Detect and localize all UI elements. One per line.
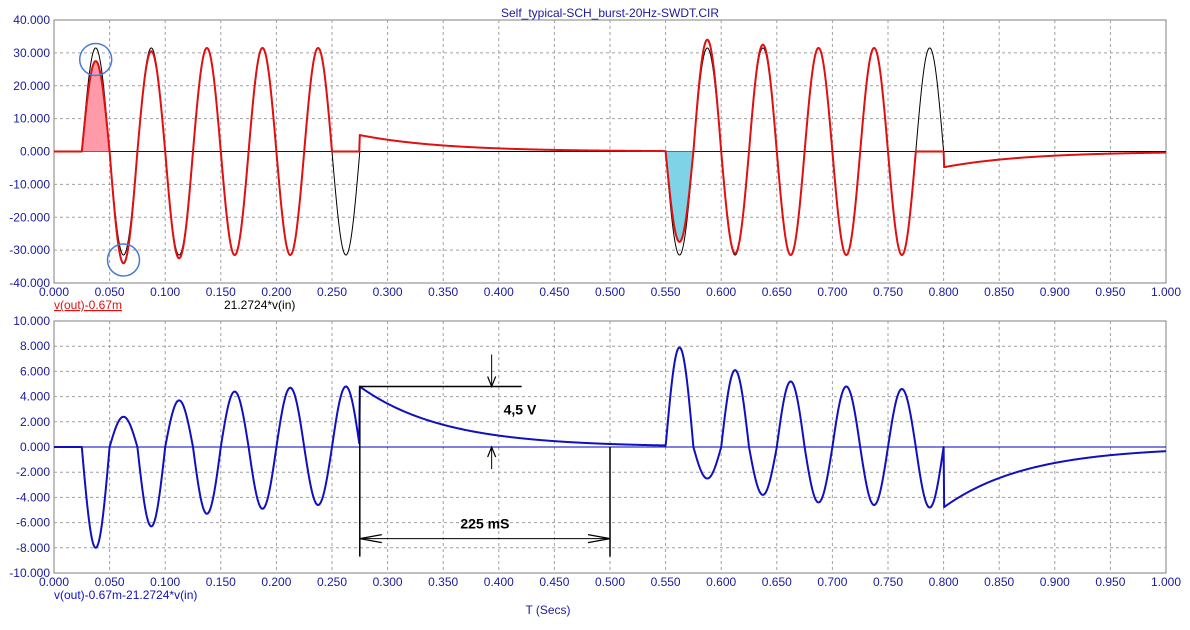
x-tick-label: 0.950 bbox=[1095, 575, 1125, 589]
x-tick-label: 0.600 bbox=[706, 575, 736, 589]
x-tick-label: 0.900 bbox=[1040, 575, 1070, 589]
plot-title: Self_typical-SCH_burst-20Hz-SWDT.CIR bbox=[501, 6, 719, 20]
x-tick-label: 0.800 bbox=[929, 285, 959, 299]
y-tick-label: 4.000 bbox=[20, 390, 50, 404]
x-tick-label: 0.000 bbox=[39, 285, 69, 299]
x-tick-label: 0.550 bbox=[651, 575, 681, 589]
dimension-arrow bbox=[487, 376, 497, 389]
x-tick-label: 0.450 bbox=[539, 575, 569, 589]
x-tick-label: 0.500 bbox=[595, 575, 625, 589]
y-tick-label: 0.000 bbox=[20, 440, 50, 454]
x-tick-label: 0.250 bbox=[317, 575, 347, 589]
x-tick-label: 0.150 bbox=[206, 575, 236, 589]
y-tick-label: -40.000 bbox=[9, 276, 50, 290]
y-tick-label: -8.000 bbox=[16, 541, 50, 555]
x-tick-label: 0.900 bbox=[1040, 285, 1070, 299]
x-tick-label: 0.800 bbox=[929, 575, 959, 589]
x-tick-label: 0.250 bbox=[317, 285, 347, 299]
y-tick-label: 30.000 bbox=[13, 46, 50, 60]
y-tick-label: -30.000 bbox=[9, 243, 50, 257]
x-tick-label: 0.850 bbox=[984, 575, 1014, 589]
x-tick-label: 0.050 bbox=[95, 285, 125, 299]
y-tick-label: 10.000 bbox=[13, 314, 50, 328]
x-tick-label: 0.100 bbox=[150, 575, 180, 589]
x-axis-title: T (Secs) bbox=[525, 603, 570, 617]
x-tick-label: 0.000 bbox=[39, 575, 69, 589]
shaded-region bbox=[665, 151, 694, 242]
x-tick-label: 0.150 bbox=[206, 285, 236, 299]
legend-entry: 21.2724*v(in) bbox=[224, 298, 295, 312]
legend-entry: v(out)-0.67m-21.2724*v(in) bbox=[54, 588, 197, 602]
x-tick-label: 1.000 bbox=[1151, 285, 1181, 299]
dimension-arrow bbox=[359, 534, 382, 544]
x-tick-label: 0.400 bbox=[484, 285, 514, 299]
bottom-panel: 0.000 0.050 0.100 0.150 0.200 0.250 0.300 0.350… bbox=[9, 314, 1181, 602]
y-tick-label: 20.000 bbox=[13, 79, 50, 93]
x-tick-label: 0.600 bbox=[706, 285, 736, 299]
x-tick-label: 0.050 bbox=[95, 575, 125, 589]
x-tick-label: 0.650 bbox=[762, 575, 792, 589]
y-tick-label: 8.000 bbox=[20, 339, 50, 353]
shaded-region bbox=[81, 61, 110, 152]
x-tick-label: 0.750 bbox=[873, 285, 903, 299]
x-tick-label: 0.200 bbox=[261, 575, 291, 589]
amplitude-annotation: 4,5 V bbox=[504, 402, 537, 418]
x-tick-label: 0.350 bbox=[428, 285, 458, 299]
x-tick-label: 0.950 bbox=[1095, 285, 1125, 299]
x-tick-label: 0.400 bbox=[484, 575, 514, 589]
x-tick-label: 0.200 bbox=[261, 285, 291, 299]
x-tick-label: 0.700 bbox=[817, 575, 847, 589]
y-tick-label: 10.000 bbox=[13, 112, 50, 126]
x-tick-label: 0.850 bbox=[984, 285, 1014, 299]
legend-entry: v(out)-0.67m bbox=[54, 298, 122, 312]
y-tick-label: 0.000 bbox=[20, 145, 50, 159]
x-tick-label: 0.650 bbox=[762, 285, 792, 299]
x-tick-label: 0.100 bbox=[150, 285, 180, 299]
dimension-arrow bbox=[487, 445, 497, 458]
y-tick-label: -10.000 bbox=[9, 566, 50, 580]
x-tick-label: 0.350 bbox=[428, 575, 458, 589]
x-tick-label: 1.000 bbox=[1151, 575, 1181, 589]
top-panel: 0.000 0.050 0.100 0.150 0.200 0.250 0.300 0.350… bbox=[9, 13, 1181, 312]
highlight-circle bbox=[106, 243, 141, 277]
y-tick-label: 6.000 bbox=[20, 364, 50, 378]
x-tick-label: 0.300 bbox=[373, 285, 403, 299]
series-line bbox=[53, 346, 1167, 549]
x-tick-label: 0.700 bbox=[817, 285, 847, 299]
x-tick-label: 0.300 bbox=[373, 575, 403, 589]
y-tick-label: -2.000 bbox=[16, 465, 50, 479]
y-tick-label: -20.000 bbox=[9, 210, 50, 224]
dimension-arrow bbox=[587, 534, 611, 544]
series-line bbox=[53, 38, 1167, 265]
y-tick-label: -6.000 bbox=[16, 516, 50, 530]
x-tick-label: 0.450 bbox=[539, 285, 569, 299]
x-tick-label: 0.500 bbox=[595, 285, 625, 299]
y-tick-label: 40.000 bbox=[13, 13, 50, 27]
x-tick-label: 0.750 bbox=[873, 575, 903, 589]
duration-annotation: 225 mS bbox=[460, 516, 509, 532]
y-tick-label: 2.000 bbox=[20, 415, 50, 429]
highlight-circle bbox=[78, 42, 113, 77]
y-tick-label: -4.000 bbox=[16, 490, 50, 504]
x-tick-label: 0.550 bbox=[651, 285, 681, 299]
y-tick-label: -10.000 bbox=[9, 177, 50, 191]
